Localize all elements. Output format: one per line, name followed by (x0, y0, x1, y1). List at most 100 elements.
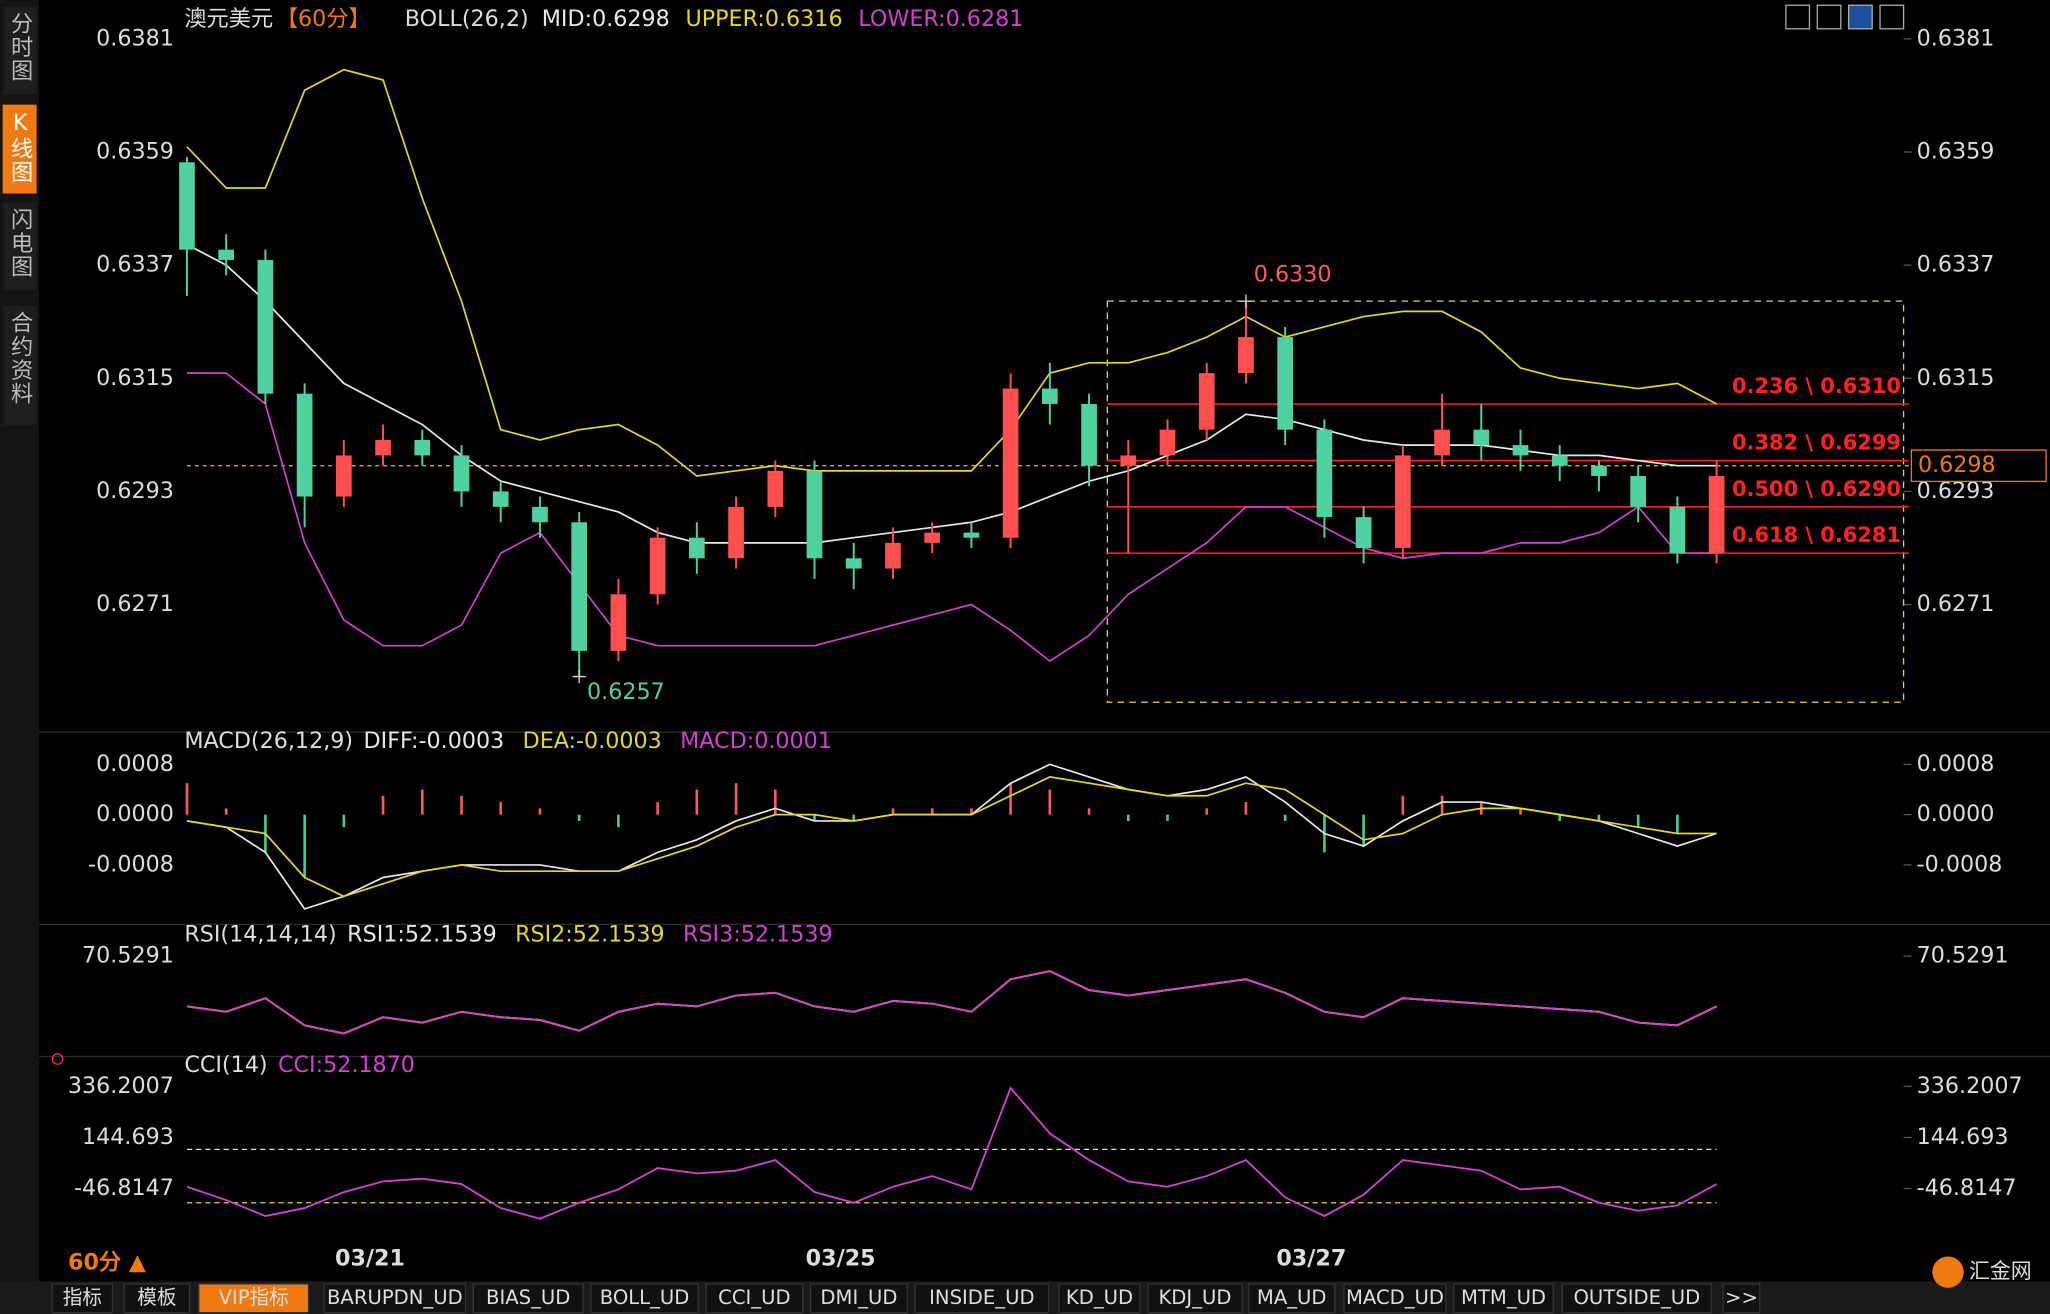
y-tick-label: -0.0008 (88, 851, 174, 877)
period-button[interactable]: 60分 ▲ (68, 1249, 147, 1275)
fib-label: 0.618 \ 0.6281 (1732, 523, 1901, 547)
bottom-tab[interactable] (1561, 1283, 1713, 1314)
extreme-label: 0.6257 (587, 679, 665, 705)
bottom-tab[interactable] (1058, 1283, 1141, 1314)
tool-icon[interactable] (1879, 4, 1905, 30)
bottom-tab[interactable] (1453, 1283, 1554, 1314)
boll-line (186, 243, 1717, 544)
y-tick-label-right: 0.6271 (1917, 591, 1995, 617)
candle-body (1473, 429, 1490, 446)
bottom-tab-label[interactable]: MTM_UD (1461, 1286, 1546, 1309)
candle-body (257, 259, 274, 394)
candle-body (1041, 388, 1058, 404)
bottom-tab-label[interactable]: OUTSIDE_UD (1573, 1286, 1700, 1309)
candle-body (806, 470, 823, 559)
bottom-tab[interactable] (705, 1283, 804, 1314)
candle-body (218, 249, 235, 260)
bottom-tab[interactable] (1722, 1283, 1761, 1314)
y-tick-label: 144.693 (82, 1124, 174, 1150)
candle-body (610, 594, 627, 651)
bottom-tab[interactable] (198, 1283, 310, 1314)
bottom-tab[interactable] (809, 1283, 908, 1314)
indicator-line (186, 970, 1718, 1035)
y-tick-label-right: 70.5291 (1917, 943, 2009, 969)
bottom-tab-label[interactable]: CCI_UD (718, 1286, 790, 1309)
bottom-tab[interactable] (590, 1283, 699, 1314)
panel-header: DIFF:-0.0003 (364, 728, 505, 754)
panel-header: RSI(14,14,14) (184, 921, 336, 947)
y-tick-label-right: 144.693 (1917, 1124, 2009, 1150)
y-tick-label: 0.6337 (96, 252, 174, 278)
bottom-tab[interactable] (1343, 1283, 1447, 1314)
sidebar-tab[interactable] (2, 305, 37, 425)
logo-icon (1932, 1256, 1964, 1288)
candle-body (924, 532, 941, 543)
bottom-tab-label[interactable]: BOLL_UD (600, 1286, 690, 1309)
y-tick-label: -46.8147 (74, 1175, 174, 1201)
indicator-line (186, 1086, 1718, 1220)
candle-body (1630, 475, 1647, 507)
sidebar-tab-label[interactable]: 合约资料 (7, 311, 33, 406)
candle-body (375, 439, 391, 456)
y-tick-label-right: 0.0008 (1917, 751, 1995, 777)
bottom-tab[interactable] (323, 1283, 467, 1314)
x-tick-label: 03/25 (806, 1246, 876, 1272)
bottom-tab[interactable] (51, 1283, 114, 1314)
bottom-tab[interactable] (1247, 1283, 1336, 1314)
sidebar-tab[interactable] (2, 6, 37, 95)
panel-header: MACD(26,12,9) (184, 728, 353, 754)
candle-body (649, 537, 666, 595)
bottom-tab-label[interactable]: INSIDE_UD (929, 1286, 1034, 1309)
candle-body (1081, 403, 1097, 466)
sidebar-tab[interactable] (2, 104, 37, 194)
bottom-tab-label[interactable]: MACD_UD (1346, 1286, 1444, 1309)
bottom-tab[interactable] (123, 1283, 191, 1314)
tool-icon[interactable] (1785, 4, 1811, 30)
sidebar-tab-label[interactable]: 闪电图 (7, 207, 33, 278)
bottom-tab-label[interactable]: KDJ_UD (1158, 1286, 1231, 1309)
sidebar-tab[interactable] (2, 202, 37, 291)
panel-header: RSI2:52.1539 (515, 921, 665, 947)
y-tick-label-right: 0.6337 (1917, 252, 1995, 278)
bottom-tab-label[interactable]: VIP指标 (219, 1286, 289, 1309)
tool-icon[interactable] (1816, 4, 1842, 30)
candle-body (1159, 429, 1176, 456)
bottom-tab-label[interactable]: MA_UD (1257, 1286, 1327, 1309)
y-tick-label-right: 0.6359 (1917, 138, 1995, 164)
bottom-tab-label[interactable]: 指标 (63, 1286, 102, 1309)
current-price-box (1910, 449, 2047, 483)
bottom-tab[interactable] (914, 1283, 1050, 1314)
candle-body (728, 506, 744, 559)
settings-icon[interactable] (51, 1053, 64, 1065)
sidebar-tab-label[interactable]: K线图 (7, 110, 33, 184)
bottom-tab-label[interactable]: KD_UD (1066, 1286, 1133, 1309)
bottom-tab[interactable] (1147, 1283, 1243, 1314)
logo: 汇金网 (1969, 1259, 2032, 1283)
candle-body (179, 162, 195, 250)
tool-icon[interactable] (1848, 4, 1873, 30)
candle-body (1394, 455, 1411, 548)
candle-body (1277, 337, 1294, 430)
candle-body (571, 522, 588, 651)
panel-header: BOLL(26,2) (405, 6, 529, 32)
candle-body (1551, 455, 1568, 466)
y-tick-label: 336.2007 (68, 1073, 174, 1099)
bottom-tab-label[interactable]: >> (1725, 1286, 1758, 1309)
bottom-tab-label[interactable]: BIAS_UD (486, 1286, 570, 1309)
panel-header: MID:0.6298 (542, 6, 670, 32)
y-tick-label: 0.6293 (96, 478, 174, 504)
bottom-tab-label[interactable]: DMI_UD (820, 1286, 897, 1309)
extreme-label: 0.6330 (1254, 261, 1332, 287)
candle-body (532, 506, 548, 523)
panel-header: 澳元美元 (184, 6, 273, 32)
bottom-tab-label[interactable]: 模板 (137, 1286, 176, 1309)
candle-body (1316, 429, 1333, 518)
bottom-tab[interactable] (472, 1283, 584, 1314)
y-tick-label-right: 0.6293 (1917, 478, 1995, 504)
extreme-marker (572, 670, 586, 684)
toolbar-icons[interactable] (1785, 4, 1905, 30)
candle-body (1669, 506, 1686, 554)
candle-body (963, 532, 980, 538)
bottom-tab-label[interactable]: BARUPDN_UD (327, 1286, 463, 1309)
sidebar-tab-label[interactable]: 分时图 (7, 11, 33, 82)
